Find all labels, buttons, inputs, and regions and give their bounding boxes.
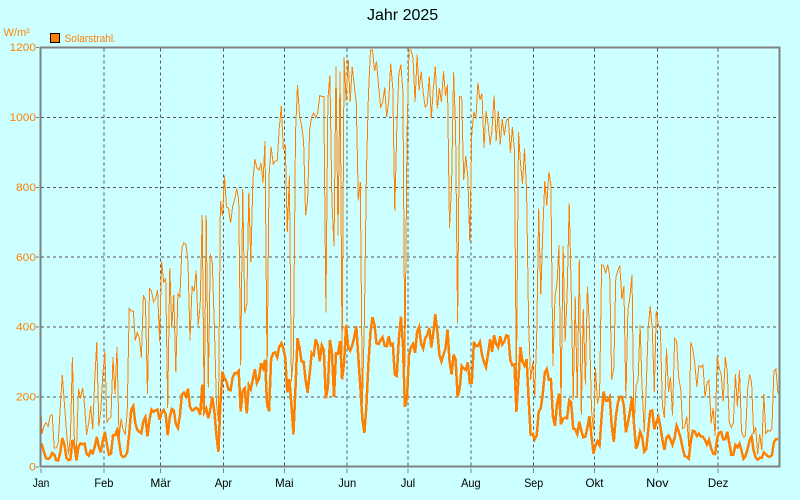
svg-text:W/m²: W/m² — [4, 27, 31, 39]
svg-text:Solarstrahl.: Solarstrahl. — [65, 33, 117, 45]
svg-text:Jul: Jul — [401, 476, 416, 490]
svg-text:400: 400 — [16, 322, 36, 334]
svg-text:200: 200 — [16, 392, 36, 404]
svg-text:Apr: Apr — [215, 476, 233, 490]
svg-text:Mär: Mär — [150, 476, 171, 490]
svg-text:0: 0 — [29, 462, 36, 474]
svg-text:Okt: Okt — [586, 476, 605, 490]
svg-text:800: 800 — [16, 182, 36, 194]
svg-text:600: 600 — [16, 252, 36, 264]
svg-text:Jan: Jan — [33, 476, 50, 490]
svg-text:Jun: Jun — [338, 476, 356, 490]
svg-text:Feb: Feb — [94, 476, 113, 490]
svg-text:Sep: Sep — [524, 476, 543, 490]
svg-text:Jahr 2025: Jahr 2025 — [367, 7, 438, 24]
svg-text:Mai: Mai — [275, 476, 294, 490]
svg-text:Aug: Aug — [461, 476, 481, 490]
svg-text:1200: 1200 — [10, 42, 37, 54]
svg-text:1000: 1000 — [10, 112, 37, 124]
svg-text:Dez: Dez — [708, 476, 729, 490]
svg-text:Nov: Nov — [646, 476, 669, 490]
